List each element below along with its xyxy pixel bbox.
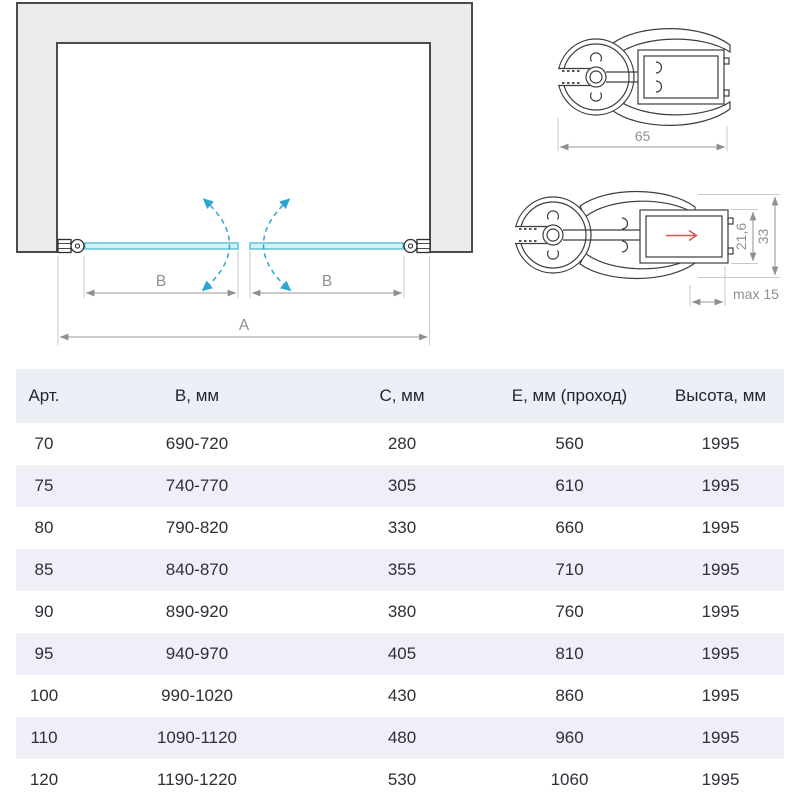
hinge-right: [403, 238, 431, 254]
glass-panel-left: [84, 242, 239, 250]
size-table-header: Арт. B, мм C, мм E, мм (проход) Высота, …: [16, 369, 784, 423]
wall: [16, 2, 473, 253]
dim-label-21-6: 21,6: [733, 223, 749, 250]
table-cell: 430: [387, 686, 417, 705]
dimension-lines: [59, 289, 428, 341]
adjustment-arrow: [666, 229, 698, 242]
table-row: 85 840-870 355 710 1995: [16, 549, 784, 591]
table-cell: 860: [555, 686, 584, 705]
door-swing-arcs: [201, 198, 292, 292]
column-header-e: E, мм (проход): [482, 369, 657, 423]
table-cell: 90: [34, 602, 54, 621]
table-row: 110 1090-1120 480 960 1995: [16, 717, 784, 759]
table-cell: 330: [387, 518, 417, 537]
table-row: 120 1190-1220 530 1060 1995: [16, 759, 784, 800]
glass-panel-right: [249, 242, 404, 250]
dim-label-33: 33: [755, 229, 771, 245]
table-cell: 1995: [701, 434, 740, 453]
plan-view: B B A: [16, 2, 473, 345]
table-cell: 110: [30, 728, 58, 747]
table-cell: 405: [387, 644, 417, 663]
table-cell: 280: [387, 434, 417, 453]
size-table: Арт. B, мм C, мм E, мм (проход) Высота, …: [16, 369, 784, 800]
table-row: 100 990-1020 430 860 1995: [16, 675, 784, 717]
table-cell: 1995: [701, 644, 740, 663]
column-header-c: C, мм: [322, 369, 482, 423]
table-cell: 1190-1220: [156, 770, 238, 789]
table-cell: 790-820: [165, 518, 229, 537]
table-cell: 1995: [701, 518, 740, 537]
table-cell: 380: [387, 602, 417, 621]
table-cell: 940-970: [165, 644, 229, 663]
hinge-left: [57, 238, 85, 254]
table-cell: 1995: [701, 602, 740, 621]
size-table-body: 70 690-720 280 560 1995 75 740-770 305 610 1995 80…: [16, 423, 784, 800]
table-cell: 75: [34, 476, 54, 495]
dim-label-max-15: max 15: [733, 286, 779, 302]
table-cell: 1995: [701, 476, 740, 495]
table-cell: 85: [34, 560, 54, 579]
table-cell: 890-920: [165, 602, 229, 621]
table-row: 80 790-820 330 660 1995: [16, 507, 784, 549]
table-cell: 120: [29, 770, 59, 789]
table-cell: 610: [555, 476, 584, 495]
table-row: 90 890-920 380 760 1995: [16, 591, 784, 633]
table-cell: 305: [387, 476, 417, 495]
table-cell: 480: [387, 728, 417, 747]
table-cell: 660: [555, 518, 584, 537]
table-cell: 1995: [701, 728, 740, 747]
table-cell: 690-720: [165, 434, 229, 453]
table-cell: 740-770: [165, 476, 229, 495]
swing-arc-left: [201, 198, 231, 292]
swing-arc-right: [262, 198, 292, 292]
table-row: 70 690-720 280 560 1995: [16, 423, 784, 465]
column-header-b: B, мм: [72, 369, 322, 423]
table-cell: 100: [29, 686, 59, 705]
technical-drawing: B B A: [16, 2, 780, 345]
table-cell: 1995: [701, 560, 740, 579]
dim-label-65: 65: [635, 128, 651, 144]
table-cell: 1995: [701, 770, 740, 789]
table-cell: 80: [34, 518, 54, 537]
table-cell: 1995: [701, 686, 740, 705]
extension-lines: [57, 251, 430, 345]
profile-section-side: 21,6 33 max 15: [513, 190, 780, 306]
profile-section-top: 65: [556, 28, 731, 151]
dim-label-a: A: [239, 317, 250, 334]
dim-label-b-right: B: [322, 273, 332, 290]
table-cell: 760: [555, 602, 584, 621]
table-cell: 960: [555, 728, 584, 747]
table-cell: 1090-1120: [156, 728, 238, 747]
column-header-height: Высота, мм: [657, 369, 784, 423]
table-cell: 355: [387, 560, 417, 579]
table-cell: 840-870: [165, 560, 229, 579]
table-cell: 560: [555, 434, 584, 453]
table-cell: 530: [387, 770, 417, 789]
header-row: Арт. B, мм C, мм E, мм (проход) Высота, …: [16, 369, 784, 423]
table-cell: 810: [555, 644, 584, 663]
table-cell: 710: [555, 560, 584, 579]
table-row: 75 740-770 305 610 1995: [16, 465, 784, 507]
table-cell: 990-1020: [161, 686, 233, 705]
column-header-art: Арт.: [16, 369, 72, 423]
table-cell: 1060: [550, 770, 589, 789]
table-cell: 70: [34, 434, 54, 453]
table-cell: 95: [34, 644, 54, 663]
table-row: 95 940-970 405 810 1995: [16, 633, 784, 675]
dim-label-b-left: B: [156, 273, 166, 290]
